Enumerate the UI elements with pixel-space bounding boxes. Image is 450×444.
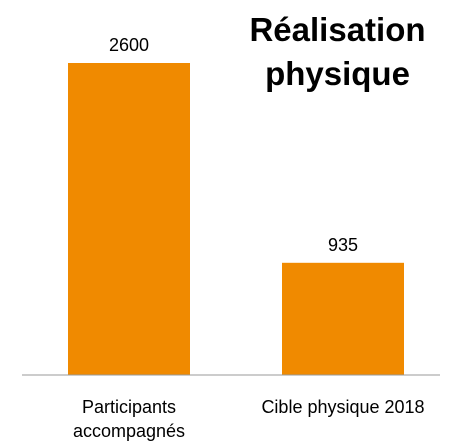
bar [68, 63, 190, 375]
chart-title: Réalisation physique [249, 11, 426, 92]
data-label: 2600 [109, 35, 149, 55]
x-tick-label: Cible physique 2018 [261, 397, 425, 417]
data-label: 935 [328, 235, 358, 255]
x-tick-label: Participants accompagnés [72, 397, 186, 441]
bar [282, 262, 404, 375]
